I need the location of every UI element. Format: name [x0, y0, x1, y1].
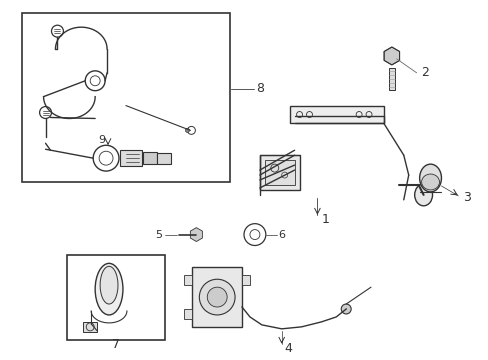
Text: 2: 2 [421, 66, 428, 79]
Bar [184, 309, 192, 319]
Bar [388, 68, 394, 90]
Text: 9: 9 [99, 135, 105, 145]
Polygon shape [384, 47, 399, 65]
Bar [192, 267, 242, 327]
Bar [21, 13, 230, 182]
Text: 1: 1 [321, 213, 328, 226]
Ellipse shape [421, 174, 439, 190]
Polygon shape [190, 228, 202, 242]
Bar [142, 152, 156, 164]
Bar [67, 255, 164, 340]
Text: 3: 3 [462, 192, 470, 204]
Bar [184, 275, 192, 285]
Bar [259, 155, 299, 190]
Text: 8: 8 [255, 82, 264, 95]
Circle shape [199, 279, 235, 315]
Text: 6: 6 [278, 230, 285, 239]
Circle shape [207, 287, 226, 307]
Bar [289, 105, 383, 123]
Text: 4: 4 [284, 342, 292, 355]
Bar [264, 160, 294, 185]
Ellipse shape [95, 264, 122, 315]
Circle shape [341, 304, 350, 314]
Ellipse shape [419, 164, 441, 192]
Ellipse shape [100, 266, 118, 304]
Bar [120, 150, 142, 166]
Bar [156, 153, 170, 164]
Bar [83, 322, 97, 332]
Circle shape [185, 129, 189, 132]
Text: 7: 7 [112, 338, 120, 351]
Ellipse shape [414, 184, 432, 206]
Bar [242, 275, 249, 285]
Text: 5: 5 [155, 230, 163, 239]
